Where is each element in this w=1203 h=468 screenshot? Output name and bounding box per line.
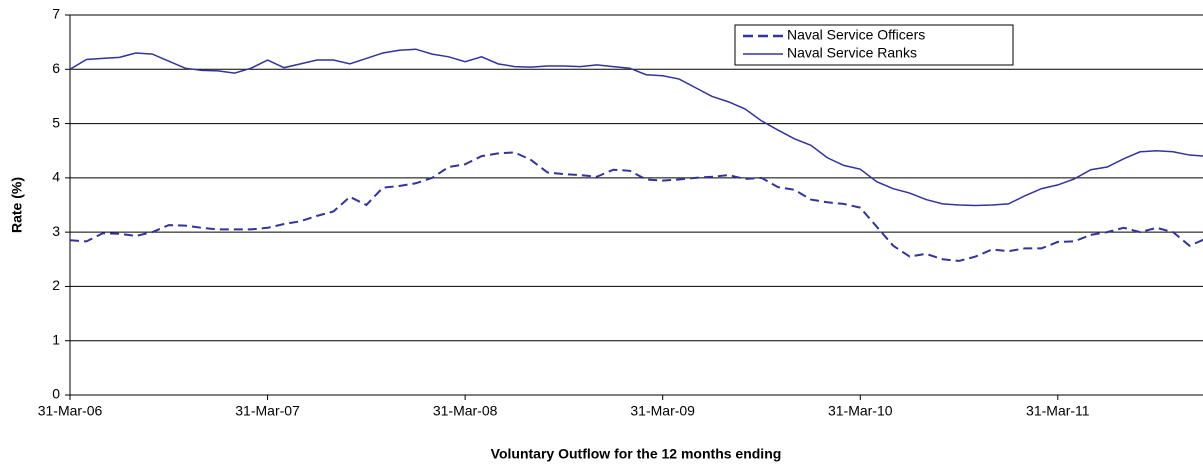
y-tick-label: 6	[52, 60, 60, 76]
x-tick-label: 31-Mar-10	[828, 403, 893, 419]
y-tick-label: 5	[52, 114, 60, 130]
x-tick-label: 31-Mar-07	[235, 403, 300, 419]
series-line	[69, 151, 1203, 262]
y-tick-label: 2	[52, 277, 60, 293]
y-tick-label: 1	[52, 331, 60, 347]
x-tick-label: 31-Mar-11	[1026, 403, 1090, 419]
legend-label: Naval Service Ranks	[787, 45, 917, 61]
y-tick-label: 3	[52, 223, 60, 239]
x-tick-label: 31-Mar-06	[38, 403, 103, 419]
y-tick-label: 7	[52, 6, 60, 22]
legend-label: Naval Service Officers	[787, 27, 925, 43]
x-tick-label: 31-Mar-08	[433, 403, 498, 419]
y-axis-title: Rate (%)	[9, 177, 25, 233]
legend-box	[734, 24, 1014, 66]
x-tick-label: 31-Mar-09	[630, 403, 695, 419]
y-tick-label: 0	[52, 386, 60, 402]
y-tick-label: 4	[52, 169, 60, 185]
series-line	[69, 48, 1203, 207]
x-axis-title: Voluntary Outflow for the 12 months endi…	[491, 446, 782, 462]
